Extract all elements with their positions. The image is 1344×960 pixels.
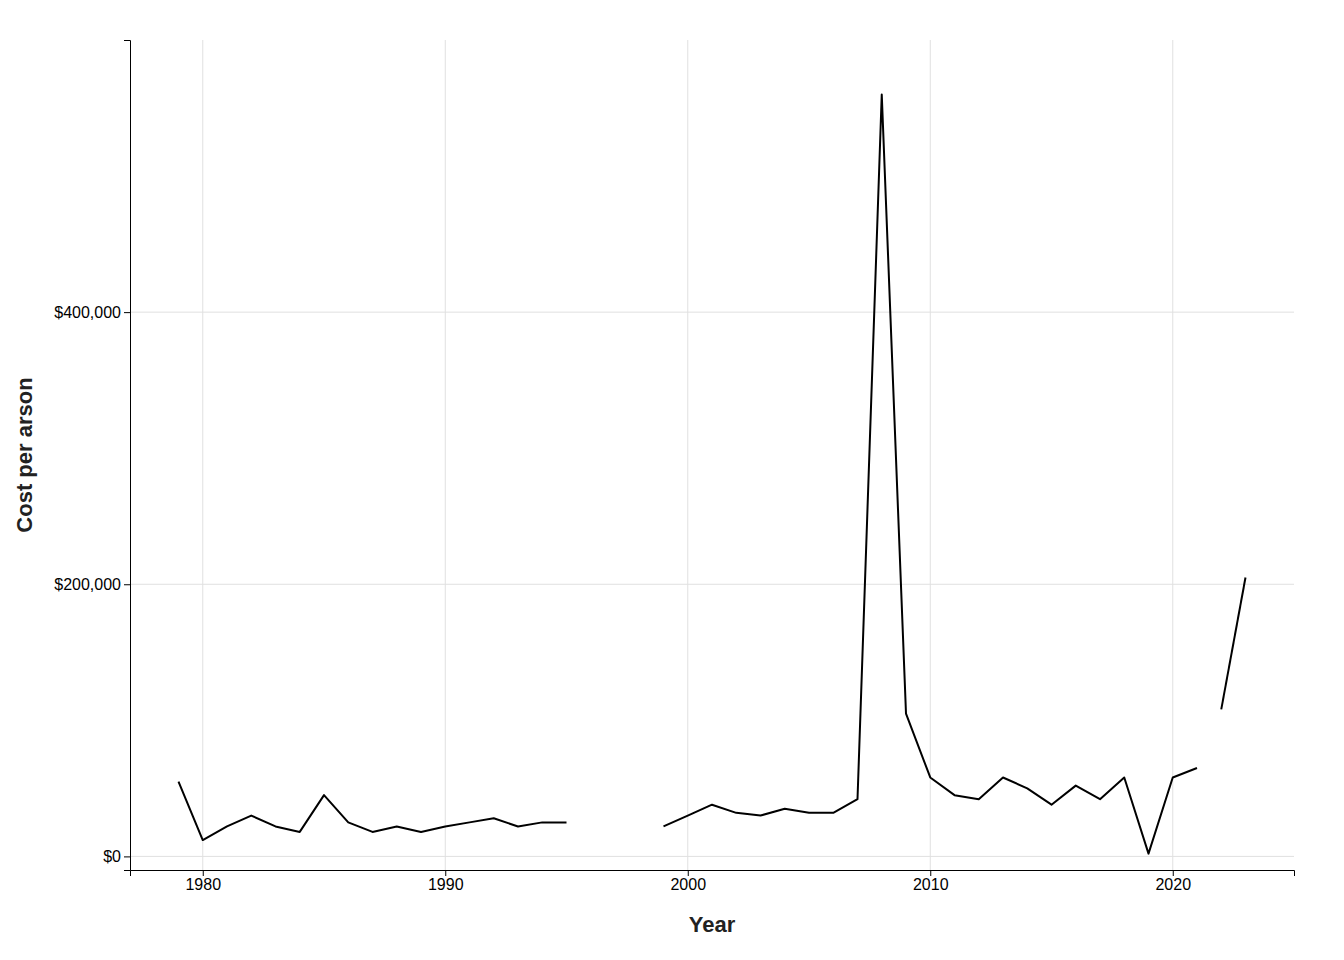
plot-area: 1980 1990 2000 2010 2020 $0 $200,000 $400,000 <box>54 40 1294 893</box>
x-tick-label: 1980 <box>185 876 221 893</box>
x-tick: 1990 <box>428 870 464 893</box>
x-tick-mark <box>1173 870 1174 876</box>
grid-line-x <box>687 40 688 870</box>
chart-svg: 1980 1990 2000 2010 2020 $0 $200,000 $400,000 Ye… <box>0 0 1344 960</box>
x-tick-label: 1990 <box>428 876 464 893</box>
y-tick: $400,000 <box>54 304 130 321</box>
axis-line <box>131 871 1295 877</box>
x-tick: 1980 <box>185 870 221 893</box>
x-tick-mark <box>930 870 931 876</box>
x-tick: 2020 <box>1155 870 1191 893</box>
grid-line-x <box>1172 40 1173 870</box>
y-tick-mark <box>124 856 130 857</box>
y-tick-label: $400,000 <box>54 304 121 321</box>
x-tick-mark <box>203 870 204 876</box>
lines <box>179 94 1246 853</box>
grid-line-y <box>130 856 1294 857</box>
data-line <box>179 782 567 841</box>
x-tick-label: 2000 <box>670 876 706 893</box>
x-tick-label: 2010 <box>913 876 949 893</box>
grid-line-y <box>130 584 1294 585</box>
y-tick: $200,000 <box>54 576 130 593</box>
x-axis-title: Year <box>689 912 736 937</box>
y-axis: $0 $200,000 $400,000 <box>54 41 130 871</box>
data-line <box>1221 577 1245 709</box>
x-tick-mark <box>688 870 689 876</box>
grid-line-x <box>202 40 203 870</box>
x-tick: 2010 <box>913 870 949 893</box>
x-tick: 2000 <box>670 870 706 893</box>
y-tick-label: $200,000 <box>54 576 121 593</box>
y-tick: $0 <box>103 848 130 865</box>
x-tick-mark <box>445 870 446 876</box>
grid-line-x <box>930 40 931 870</box>
y-tick-mark <box>124 584 130 585</box>
y-tick-label: $0 <box>103 848 121 865</box>
axis-line <box>124 41 131 871</box>
grid-line-y <box>130 312 1294 313</box>
x-axis: 1980 1990 2000 2010 2020 <box>131 870 1295 893</box>
x-tick-label: 2020 <box>1155 876 1191 893</box>
grid-line-x <box>445 40 446 870</box>
grid <box>130 40 1294 870</box>
y-axis-title: Cost per arson <box>12 377 37 532</box>
data-line <box>664 94 1198 853</box>
y-tick-mark <box>124 312 130 313</box>
